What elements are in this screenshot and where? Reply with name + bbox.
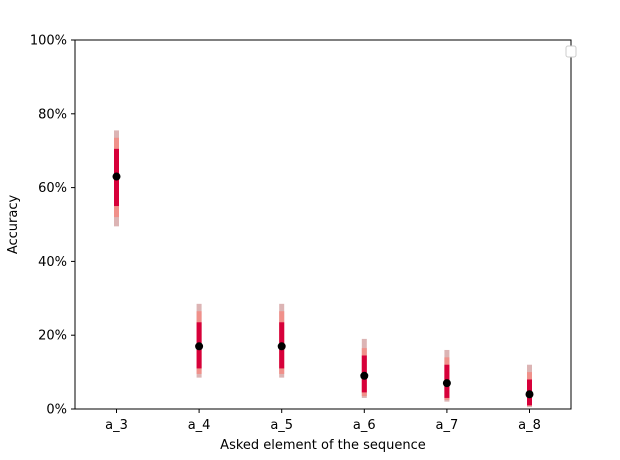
legend-box [565, 45, 577, 58]
x-axis-label: Asked element of the sequence [220, 438, 426, 453]
x-tick-label: a_5 [270, 418, 293, 433]
y-tick-label: 20% [38, 329, 67, 344]
y-tick-label: 60% [38, 181, 67, 196]
plot-area [75, 40, 571, 409]
x-tick-label: a_8 [518, 418, 541, 433]
x-tick-label: a_6 [353, 418, 376, 433]
y-axis-ticks: 0% 20% 40% 60% 80% 100% [30, 34, 75, 418]
data-points [112, 172, 534, 399]
data-point [360, 371, 369, 380]
legend [565, 45, 577, 58]
y-tick-label: 100% [30, 34, 67, 49]
y-tick-label: 40% [38, 255, 67, 270]
axes-frame [74, 39, 572, 410]
x-axis-ticks: a_3 a_4 a_5 a_6 a_7 a_8 [105, 409, 541, 433]
y-tick-label: 0% [46, 403, 67, 418]
x-tick-label: a_4 [188, 418, 211, 433]
data-point [525, 390, 534, 399]
data-point [442, 379, 451, 388]
plot-background [75, 40, 571, 409]
x-tick-label: a_7 [436, 418, 459, 433]
y-axis-label: Accuracy [6, 195, 21, 255]
data-point [112, 172, 121, 181]
x-tick-label: a_3 [105, 418, 128, 433]
data-point [195, 342, 204, 351]
data-point [277, 342, 286, 351]
y-tick-label: 80% [38, 107, 67, 122]
